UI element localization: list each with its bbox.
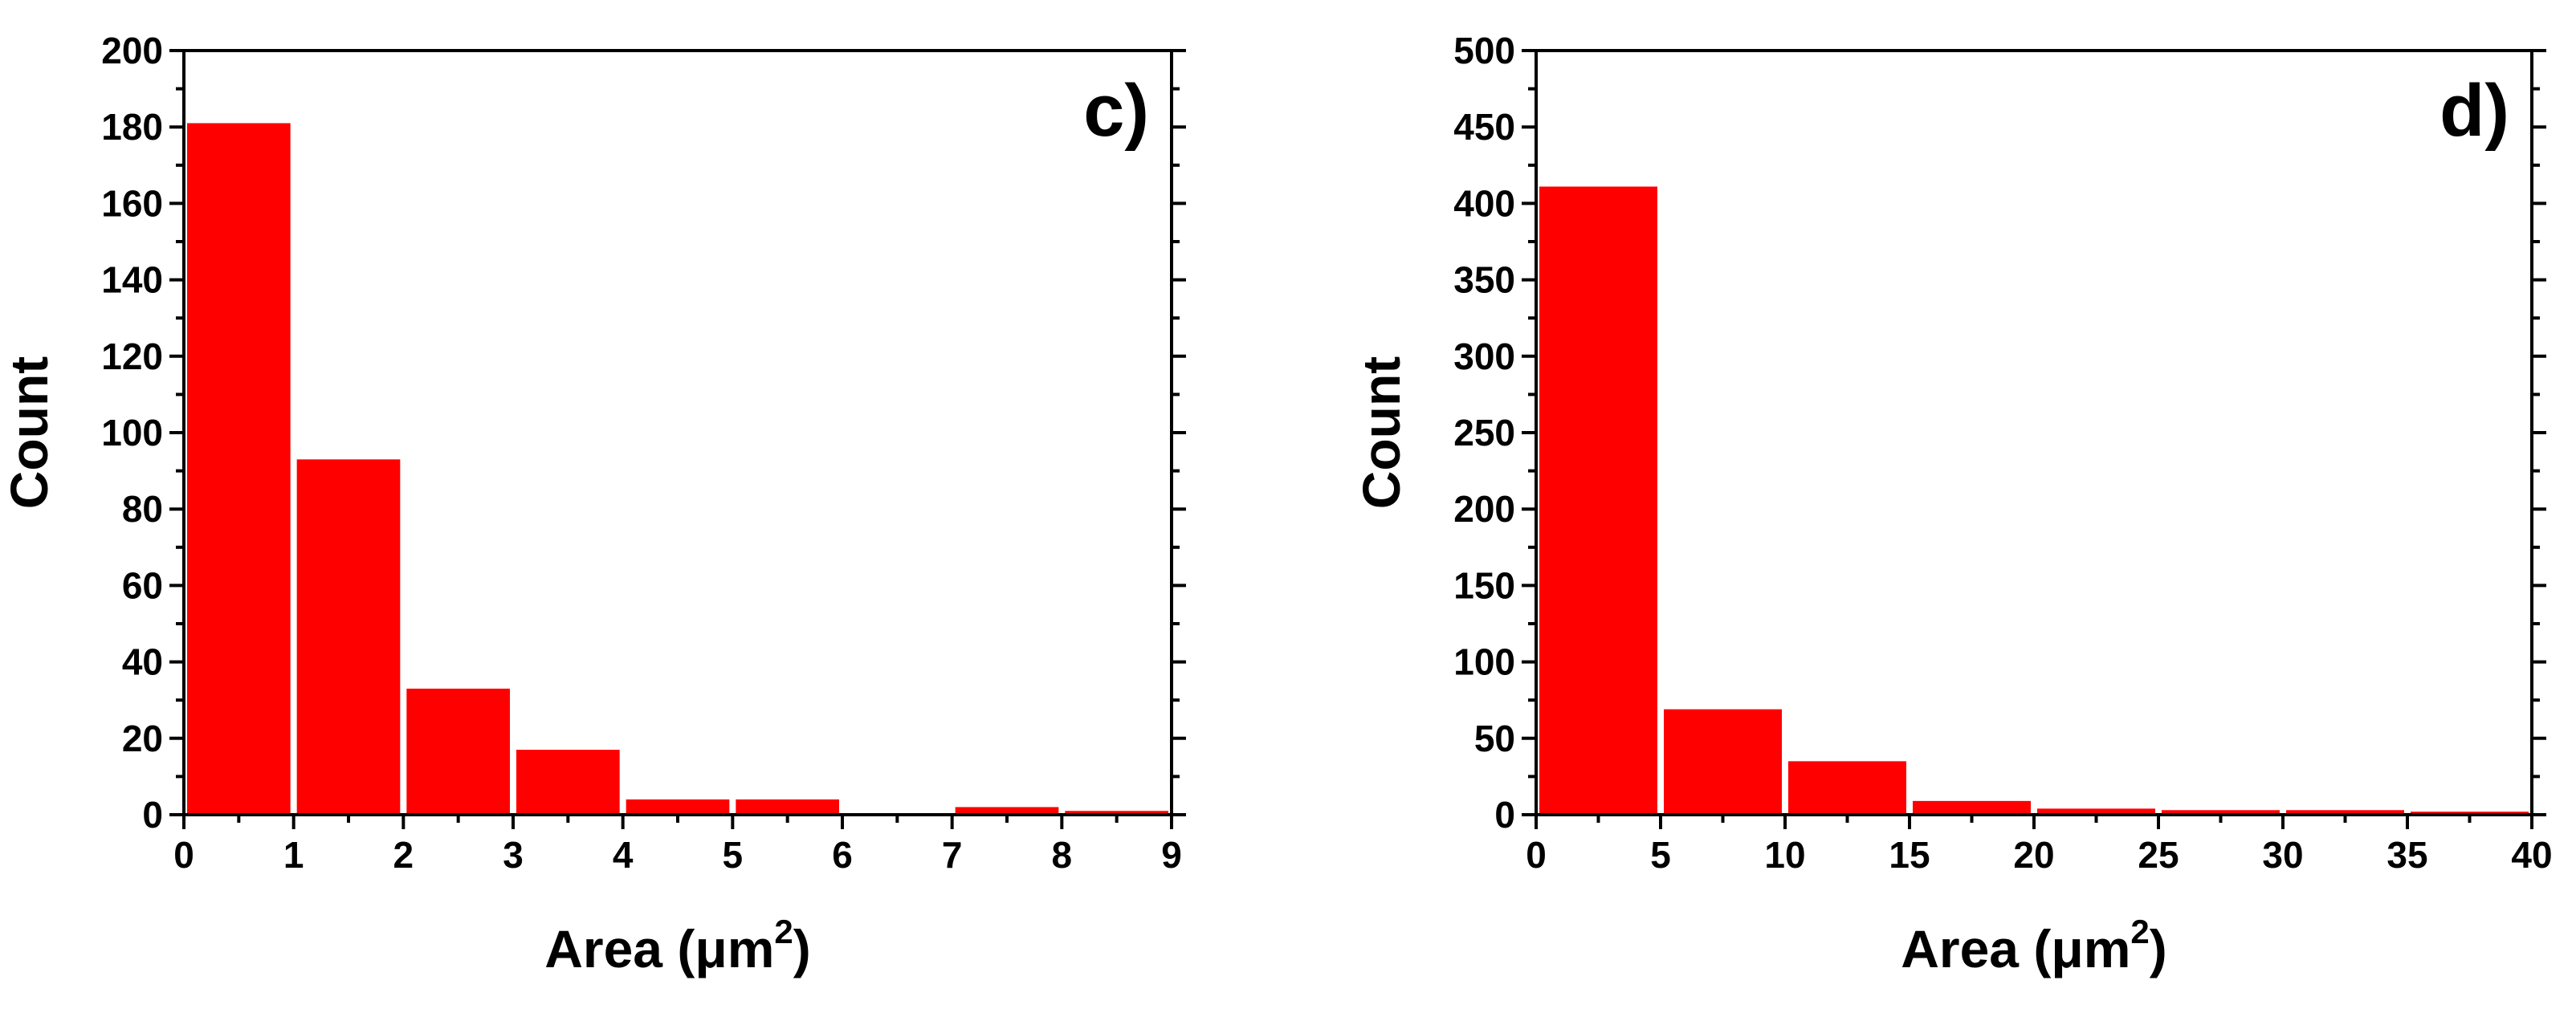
x-tick-label: 7: [942, 834, 963, 876]
y-tick-label: 200: [1453, 488, 1515, 530]
x-tick-label: 40: [2511, 834, 2552, 876]
histogram-bar: [626, 799, 730, 815]
x-tick-label: 0: [1526, 834, 1547, 876]
x-tick-label: 15: [1889, 834, 1930, 876]
y-tick-label: 350: [1453, 259, 1515, 301]
x-axis-title-main: Area (μm: [1901, 919, 2130, 978]
ticks-group: 0 5 10 15 20 25 30 35 40050100150200250300350400…: [1453, 30, 2552, 876]
y-tick-label: 100: [1453, 641, 1515, 683]
y-tick-label: 180: [101, 106, 163, 148]
histogram-bar: [2286, 810, 2404, 815]
x-tick-label: 8: [1052, 834, 1073, 876]
histogram-panel-d: 0 5 10 15 20 25 30 35 40 0 50 100 150 200 250 300 350 400…: [1288, 0, 2576, 1013]
y-tick-label: 450: [1453, 106, 1515, 148]
y-tick-label: 0: [142, 794, 163, 836]
x-axis-title: Area (μm2): [1901, 913, 2166, 978]
x-tick-label: 5: [723, 834, 744, 876]
y-tick-label: 40: [122, 641, 163, 683]
y-tick-label: 150: [1453, 564, 1515, 606]
x-axis-title-main: Area (μm: [544, 919, 774, 978]
y-tick-label: 140: [101, 259, 163, 301]
plot-frame: [1535, 49, 2533, 816]
ticks-group: 0 1 2 3 4 5 6 7 8 9 0 20 40 60 80 100 120 140 160 180 200: [101, 30, 1186, 876]
histogram-d-svg: 0 5 10 15 20 25 30 35 40050100150200250300350400…: [1351, 30, 2553, 978]
y-tick-label: 120: [101, 336, 163, 377]
x-tick-label: 3: [503, 834, 524, 876]
x-tick-label: 20: [2013, 834, 2054, 876]
histogram-bar: [1913, 800, 2031, 815]
x-axis-title-close: ): [2150, 919, 2167, 978]
x-tick-label: 30: [2262, 834, 2303, 876]
y-tick-label: 200: [101, 30, 163, 71]
y-tick-label: 60: [122, 564, 163, 606]
histogram-bar: [955, 807, 1059, 815]
y-tick-label: 160: [101, 182, 163, 224]
x-tick-label: 0: [173, 834, 194, 876]
histogram-bar: [516, 750, 620, 815]
panel-label: d): [2439, 70, 2509, 152]
plot-frame: [182, 49, 1173, 816]
histogram-bar: [2162, 810, 2280, 815]
histogram-bar: [1664, 709, 1782, 815]
histogram-bar: [187, 123, 291, 815]
x-tick-label: 5: [1650, 834, 1671, 876]
x-axis-title-superscript: 2: [2130, 913, 2149, 950]
x-axis-title-superscript: 2: [774, 913, 793, 950]
y-tick-label: 250: [1453, 412, 1515, 454]
y-tick-label: 500: [1453, 30, 1515, 71]
bars-group: [187, 123, 1168, 815]
x-tick-label: 2: [393, 834, 414, 876]
y-tick-label: 100: [101, 412, 163, 454]
y-tick-label: 80: [122, 488, 163, 530]
x-axis-title-close: ): [793, 919, 811, 978]
x-tick-label: 6: [832, 834, 853, 876]
histogram-bar: [736, 799, 839, 815]
x-tick-label: 9: [1161, 834, 1182, 876]
y-tick-label: 300: [1453, 336, 1515, 377]
panel-label: c): [1083, 70, 1149, 152]
y-tick-label: 0: [1494, 794, 1515, 836]
y-tick-label: 400: [1453, 182, 1515, 224]
x-axis-title: Area (μm2): [544, 913, 810, 978]
histogram-bar: [1065, 811, 1168, 815]
x-tick-label: 1: [283, 834, 304, 876]
x-tick-label: 25: [2138, 834, 2179, 876]
x-tick-label: 10: [1764, 834, 1805, 876]
x-tick-label: 35: [2386, 834, 2427, 876]
histogram-c-svg: 0 1 2 3 4 5 6 7 8 9 0 20 40 60 80 100 120 140 160 180 200 c)…: [0, 30, 1186, 978]
y-tick-label: 20: [122, 718, 163, 759]
y-axis-title: Count: [0, 356, 59, 510]
histogram-bar: [1539, 186, 1657, 815]
histogram-panel-c: 0 1 2 3 4 5 6 7 8 9 0 20 40 60 80 100 120 140 160 180 200 c)…: [0, 0, 1288, 1013]
x-tick-label: 4: [613, 834, 634, 876]
y-axis-title: Count: [1351, 356, 1411, 510]
histogram-bar: [296, 459, 401, 815]
histogram-bar: [2037, 808, 2155, 815]
histogram-bar: [406, 688, 510, 815]
y-tick-label: 50: [1474, 718, 1515, 759]
histogram-bar: [1788, 761, 1906, 815]
bars-group: [1539, 186, 2529, 815]
